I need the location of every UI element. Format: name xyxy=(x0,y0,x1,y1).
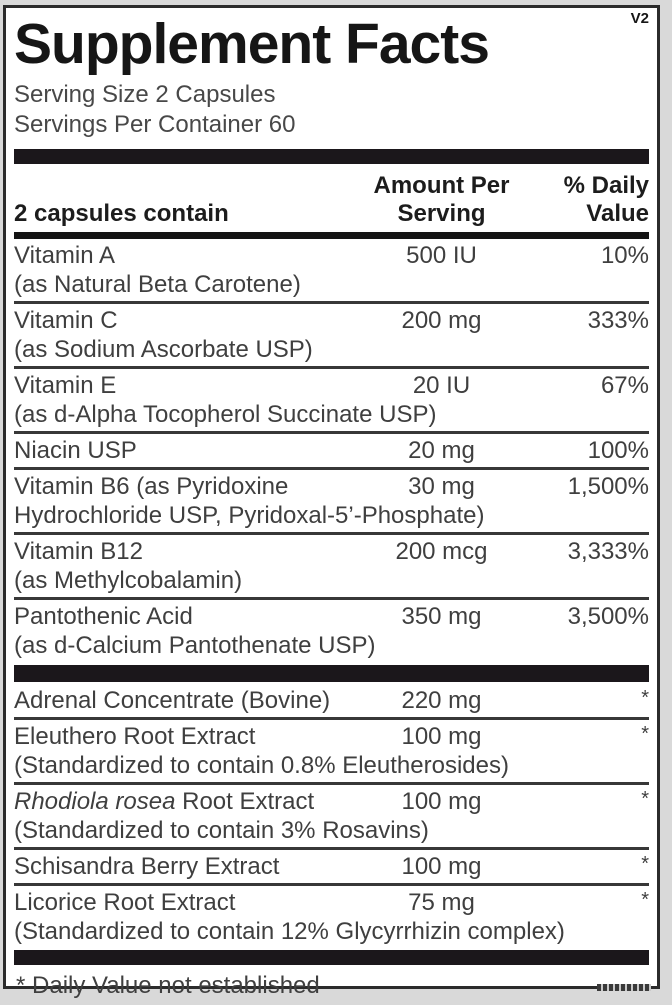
footnote: * Daily Value not established xyxy=(16,972,320,999)
ingredient-name: Eleuthero Root Extract xyxy=(14,723,256,750)
table-row: Niacin USP 20 mg 100% xyxy=(14,431,649,467)
ingredient-description: (as Methylcobalamin) xyxy=(14,567,243,594)
table-row: Vitamin E 20 IU 67% (as d-Alpha Tocopherol … xyxy=(14,366,649,431)
header-underline xyxy=(14,232,649,239)
ingredient-name: Vitamin A xyxy=(14,242,115,269)
section-divider-bar xyxy=(14,149,649,164)
amount-value: 200 mg xyxy=(401,307,482,334)
page-title: Supplement Facts xyxy=(14,12,490,76)
ingredient-name: Adrenal Concentrate (Bovine) xyxy=(14,687,331,714)
version-tag: V2 xyxy=(630,10,649,27)
daily-value: * xyxy=(641,889,649,911)
daily-value: 100% xyxy=(587,437,649,464)
ingredient-table: Vitamin A 500 IU 10% (as Natural Beta Carot… xyxy=(14,239,649,948)
table-row: Eleuthero Root Extract 100 mg * (Standardiz… xyxy=(14,717,649,782)
table-row: Rhodiola rosea Root Extract 100 mg * (Stand… xyxy=(14,782,649,847)
ingredient-name: Vitamin C xyxy=(14,307,118,334)
daily-value: 1,500% xyxy=(567,473,649,500)
daily-value: * xyxy=(641,687,649,709)
amount-value: 20 mg xyxy=(408,437,475,464)
ingredient-name: Vitamin B6 (as Pyridoxine xyxy=(14,473,289,500)
table-row: Adrenal Concentrate (Bovine) 220 mg * xyxy=(14,684,649,717)
supplement-facts-label: Supplement Facts V2 Serving Size 2 Capsu… xyxy=(3,5,660,999)
ingredient-description: (Standardized to contain 12% Glycyrrhizi… xyxy=(14,918,565,945)
daily-value: * xyxy=(641,723,649,745)
amount-value: 20 IU xyxy=(412,372,471,399)
daily-value: 67% xyxy=(600,372,649,399)
amount-value: 350 mg xyxy=(401,603,482,630)
table-row: Vitamin B12 200 mcg 3,333% (as Methylcobala… xyxy=(14,532,649,597)
daily-value: * xyxy=(641,788,649,810)
amount-value: 100 mg xyxy=(401,723,482,750)
amount-value: 75 mg xyxy=(408,889,475,916)
table-row: Licorice Root Extract 75 mg * (Standardized… xyxy=(14,883,649,948)
ingredient-name: Vitamin E xyxy=(14,372,117,399)
ingredient-name: Vitamin B12 xyxy=(14,538,143,565)
label-header: Supplement Facts V2 xyxy=(14,10,649,80)
ingredient-description: (Standardized to contain 0.8% Eleutheros… xyxy=(14,752,509,779)
header-capsules-contain: 2 capsules contain xyxy=(14,200,229,227)
ingredient-description: (as Natural Beta Carotene) xyxy=(14,271,301,298)
amount-value: 100 mg xyxy=(401,788,482,815)
amount-value: 100 mg xyxy=(401,853,482,880)
table-row: Vitamin B6 (as Pyridoxine 30 mg 1,500% Hydr… xyxy=(14,467,649,532)
ingredient-name: Rhodiola rosea Root Extract xyxy=(14,788,315,815)
table-row: Schisandra Berry Extract 100 mg * xyxy=(14,847,649,883)
ingredient-name: Niacin USP xyxy=(14,437,137,464)
servings-per-container-text: Servings Per Container 60 xyxy=(14,111,296,138)
table-header: 2 capsules contain Amount Per Serving % … xyxy=(14,164,649,232)
daily-value: 333% xyxy=(587,307,649,334)
amount-value: 220 mg xyxy=(401,687,482,714)
daily-value: * xyxy=(641,853,649,875)
header-daily-value: % Daily Value xyxy=(563,172,649,227)
ingredient-name: Schisandra Berry Extract xyxy=(14,853,280,880)
ingredient-description: (as d-Alpha Tocopherol Succinate USP) xyxy=(14,401,437,428)
daily-value: 3,333% xyxy=(567,538,649,565)
amount-value: 200 mcg xyxy=(395,538,488,565)
serving-size-text: Serving Size 2 Capsules xyxy=(14,81,276,108)
ingredient-description: (as Sodium Ascorbate USP) xyxy=(14,336,313,363)
daily-value: 10% xyxy=(600,242,649,269)
header-amount-per-serving: Amount Per Serving xyxy=(373,172,510,227)
fine-print-marks xyxy=(597,984,651,991)
ingredient-description: Hydrochloride USP, Pyridoxal-5’-Phosphat… xyxy=(14,502,485,529)
ingredient-name: Licorice Root Extract xyxy=(14,889,236,916)
table-row: Vitamin C 200 mg 333% (as Sodium Ascorbate … xyxy=(14,301,649,366)
table-row: Vitamin A 500 IU 10% (as Natural Beta Carot… xyxy=(14,239,649,301)
amount-value: 30 mg xyxy=(408,473,475,500)
amount-value: 500 IU xyxy=(406,242,477,269)
ingredient-description: (Standardized to contain 3% Rosavins) xyxy=(14,817,429,844)
ingredient-description: (as d-Calcium Pantothenate USP) xyxy=(14,632,376,659)
table-row: Pantothenic Acid 350 mg 3,500% (as d-Calciu… xyxy=(14,597,649,662)
section-divider-bar xyxy=(14,665,649,682)
daily-value: 3,500% xyxy=(567,603,649,630)
section-divider-bar xyxy=(14,950,649,965)
ingredient-name: Pantothenic Acid xyxy=(14,603,193,630)
